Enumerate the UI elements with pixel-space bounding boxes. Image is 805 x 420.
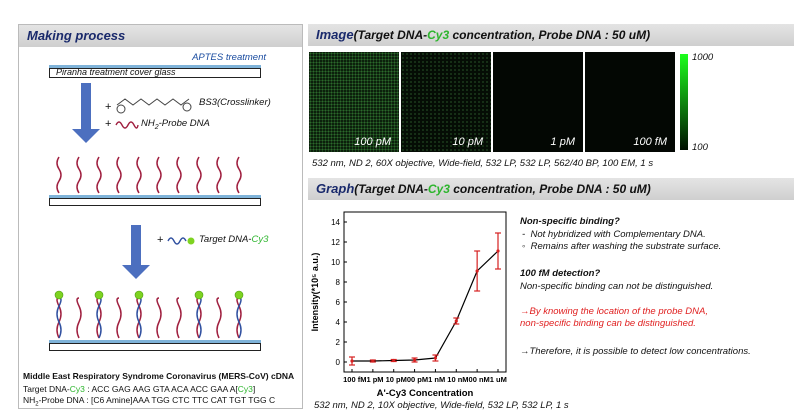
micro-label-10pm: 10 pM [452,136,483,148]
image-title-cy3: Cy3 [427,28,450,42]
probe-plus: + [105,118,112,130]
data-point-2 [392,358,396,363]
image-section-header: Image(Target DNA-Cy3 concentration, Prob… [308,24,794,46]
x-tick-labels: 100 fM1 pM 10 pM00 pM1 nM 10 nM00 nM1 uM [343,375,507,384]
intensity-scalebar [680,54,688,150]
y-tick-label-0: 0 [336,358,341,367]
making-process-header: Making process [19,25,302,47]
y-tick-label-5: 10 [331,258,340,267]
y-axis-label: Intensity(*10⁵ a.u.) [310,253,320,332]
graph-title-main: Graph [316,181,355,196]
data-point-7 [496,249,500,253]
series-line [352,250,499,362]
probe-dna-icon [115,121,139,129]
bs3-label: BS3(Crosslinker) [199,97,271,108]
arrow-shaft-1 [81,83,91,129]
glass-slide-2 [49,198,261,206]
micro-panel-1pm: 1 pM [493,52,583,152]
graph-title-b: concentration, Probe DNA : 50 uM) [449,182,651,196]
y-tick-label-6: 12 [331,238,340,247]
note-q1: Non-specific binding? [520,216,620,227]
scale-min: 100 [692,142,708,153]
target-dna-icon [167,237,195,245]
image-title-b: concentration, Probe DNA : 50 uM) [449,28,651,42]
mers-title: Middle East Respiratory Syndrome Coronav… [23,371,295,381]
micro-label-100pm: 100 pM [354,136,391,148]
aptes-layer-2 [49,195,261,198]
micro-panel-10pm: 10 pM [401,52,491,152]
note-q2: 100 fM detection? [520,268,601,279]
y-tick-label-3: 6 [336,298,341,307]
micro-label-100fm: 100 fM [633,136,667,148]
y-tick-label-7: 14 [331,218,340,227]
plot-frame [343,211,507,373]
arrow-shaft-2 [131,225,141,265]
note-b2: ◦ Remains after washing the substrate su… [522,241,722,252]
y-tick-label-1: 2 [336,338,341,347]
data-point-6 [475,269,479,273]
data-point-3 [412,358,417,362]
bs3-plus: + [105,101,112,113]
graph-title-a: (Target DNA- [354,182,428,196]
probe-strands-row [56,156,242,194]
aptes-layer-3 [49,340,261,343]
hybridized-strands-row [54,290,244,339]
probe-sequence: NH2-Probe DNA : [C6 Amine]AAA TGG CTC TT… [23,395,276,408]
arrow-head-2 [122,265,150,279]
micro-panel-100fm: 100 fM [585,52,675,152]
target-dna-label: Target DNA-Cy3 [199,234,269,245]
glass-slide-1: Piranha treatment cover glass [49,67,261,78]
glass-slide-3 [49,343,261,351]
graph-caption: 532 nm, ND 2, 10X objective, Wide-field,… [314,400,569,411]
intensity-chart: 0 2 4 6 8 10 12 14 100 fM1 pM 10 pM00 pM1 nM 10 … [310,211,507,399]
aptes-layer [49,65,261,68]
arrow-head-1 [72,129,100,143]
data-point-4 [433,356,438,360]
bs3-molecule-icon [116,98,192,114]
micro-label-1pm: 1 pM [550,136,575,148]
scale-max: 1000 [692,52,714,63]
graph-title-cy3: Cy3 [427,182,450,196]
x-axis-label: A'-Cy3 Concentration [377,388,474,399]
graph-section-header: Graph(Target DNA-Cy3 concentration, Prob… [308,178,794,200]
note-red2: non-specific binding can be distinguishe… [520,318,696,329]
making-process-title: Making process [27,28,126,43]
data-point-5 [454,319,458,323]
note-t2: Non-specific binding can not be distingu… [520,281,714,292]
note-red1: →By knowing the location of the probe DN… [520,306,708,317]
y-tick-label-2: 4 [336,318,341,327]
micro-panel-100pm: 100 pM [309,52,399,152]
note-b1: - Not hybridized with Complementary DNA. [522,229,706,240]
note-last: →Therefore, it is possible to detect low… [520,346,751,357]
target-sequence: Target DNA-Cy3 : ACC GAG AAG GTA ACA ACC… [23,384,256,394]
data-point-1 [371,359,375,363]
probe-dna-label: NH2-Probe DNA [141,118,210,131]
image-caption: 532 nm, ND 2, 60X objective, Wide-field,… [312,158,654,169]
data-point-0 [350,359,354,363]
y-tick-label-4: 8 [336,278,341,287]
aptes-label: APTES treatment [192,52,266,63]
image-title-main: Image [316,27,354,42]
piranha-label: Piranha treatment cover glass [56,67,176,77]
target-plus: + [157,234,164,246]
making-process-panel: Making process APTES treatment Piranha t… [18,24,303,409]
image-title-a: (Target DNA- [353,28,428,42]
